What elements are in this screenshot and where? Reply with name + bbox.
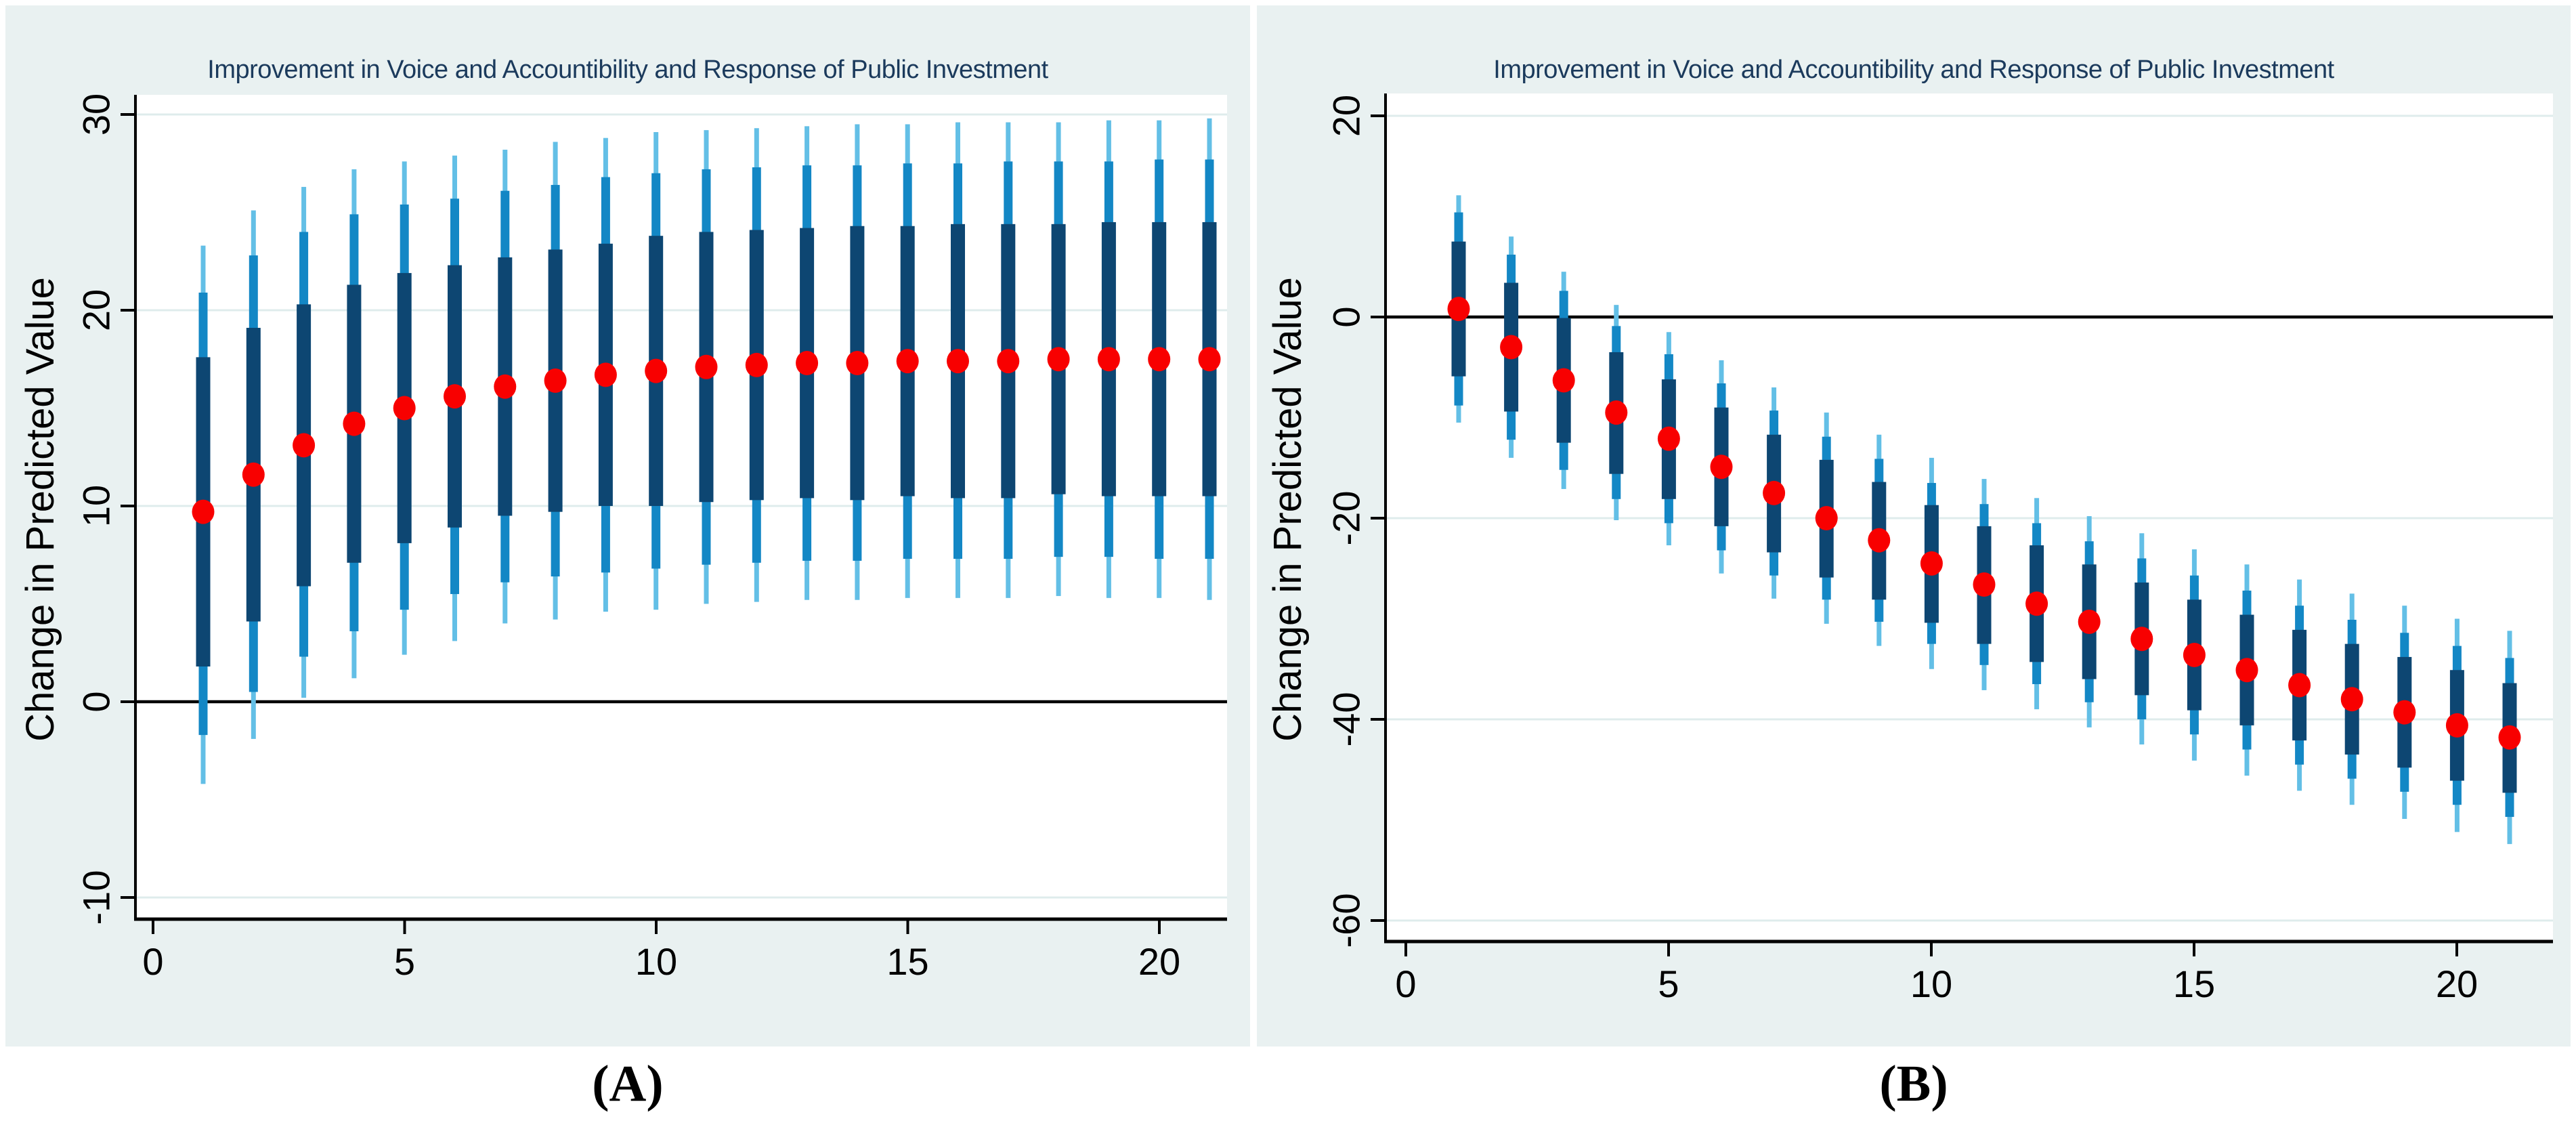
point-marker [1920,551,1943,576]
point-marker [1763,480,1786,505]
panel-b-title: Improvement in Voice and Accountibility … [1493,56,2334,84]
x-tick-label: 15 [2173,963,2215,1005]
y-tick-label: 10 [75,485,118,527]
y-tick-label: 0 [75,691,118,712]
point-marker [896,349,919,374]
panel-a-y-axis-title: Change in Predicted Value [18,277,62,742]
point-marker [2393,700,2416,725]
point-markers [192,347,1221,524]
x-tick-label: 20 [1138,940,1180,983]
x-tick-label: 5 [1658,963,1679,1005]
point-marker [393,396,416,421]
point-marker [2130,627,2153,652]
x-tick-label: 10 [1910,963,1952,1005]
gridlines [135,113,1227,899]
point-marker [2025,591,2048,616]
y-tick-label: 20 [75,289,118,331]
y-tick-label: -10 [75,870,118,925]
point-marker [947,349,969,374]
point-marker [997,349,1020,374]
point-marker [796,351,819,376]
point-marker [2340,687,2363,712]
y-tick-label: -20 [1325,491,1368,546]
point-marker [2078,609,2101,634]
point-marker [745,352,768,377]
point-marker [2498,725,2521,750]
panel-b-card: 20 0 -20 -40 -60 0 5 10 15 20 Improvement in Voic… [1257,5,2571,1046]
point-marker [343,411,366,436]
y-tick-label: 30 [75,93,118,135]
point-marker [645,358,668,383]
point-marker [494,374,517,399]
point-markers [1447,297,2521,750]
y-tick-label: -60 [1325,893,1368,948]
panel-a-letter-label: (A) [592,1055,664,1112]
point-marker [1148,347,1171,372]
point-marker [1605,400,1628,425]
y-axis-ticks: 20 0 -20 -40 -60 [1325,95,1386,948]
point-marker [1815,506,1838,530]
point-marker [293,433,316,458]
point-marker [1097,347,1120,372]
y-tick-label: 20 [1325,95,1368,137]
point-marker [1198,347,1221,372]
point-marker [695,354,718,379]
point-marker [544,368,567,394]
x-tick-label: 0 [142,940,163,983]
point-marker [1657,426,1680,451]
point-marker [192,499,215,524]
x-tick-label: 0 [1395,963,1416,1005]
point-marker [594,362,617,387]
point-marker [2235,658,2258,683]
panel-a-chart: 30 20 10 0 -10 0 5 10 15 20 [75,93,1227,983]
panel-a-card: 30 20 10 0 -10 0 5 10 15 20 Improvement in Voice … [5,5,1250,1046]
y-tick-label: 0 [1325,306,1368,327]
panel-b-y-axis-title: Change in Predicted Value [1266,277,1310,742]
point-marker [846,351,869,376]
y-axis-ticks: 30 20 10 0 -10 [75,93,135,925]
point-marker [1552,368,1575,393]
x-tick-label: 10 [635,940,677,983]
point-marker [2183,642,2206,667]
point-marker [2288,673,2311,698]
x-axis-ticks: 0 5 10 15 20 [1395,942,2478,1005]
y-tick-label: -40 [1325,692,1368,747]
panel-b-chart: 20 0 -20 -40 -60 0 5 10 15 20 [1325,93,2553,1005]
point-marker [1047,347,1070,372]
point-marker [444,384,466,409]
point-marker [1447,297,1470,322]
point-marker [1500,335,1523,360]
point-marker [1868,528,1891,553]
point-marker [1710,454,1733,480]
point-marker [242,462,265,487]
x-tick-label: 15 [886,940,928,983]
x-tick-label: 5 [394,940,415,983]
x-tick-label: 20 [2436,963,2478,1005]
panel-b-letter-label: (B) [1879,1055,1948,1112]
x-axis-ticks: 0 5 10 15 20 [142,919,1180,983]
point-marker [2445,713,2468,738]
point-marker [1973,572,1996,597]
panel-a-title: Improvement in Voice and Accountibility … [207,56,1048,84]
